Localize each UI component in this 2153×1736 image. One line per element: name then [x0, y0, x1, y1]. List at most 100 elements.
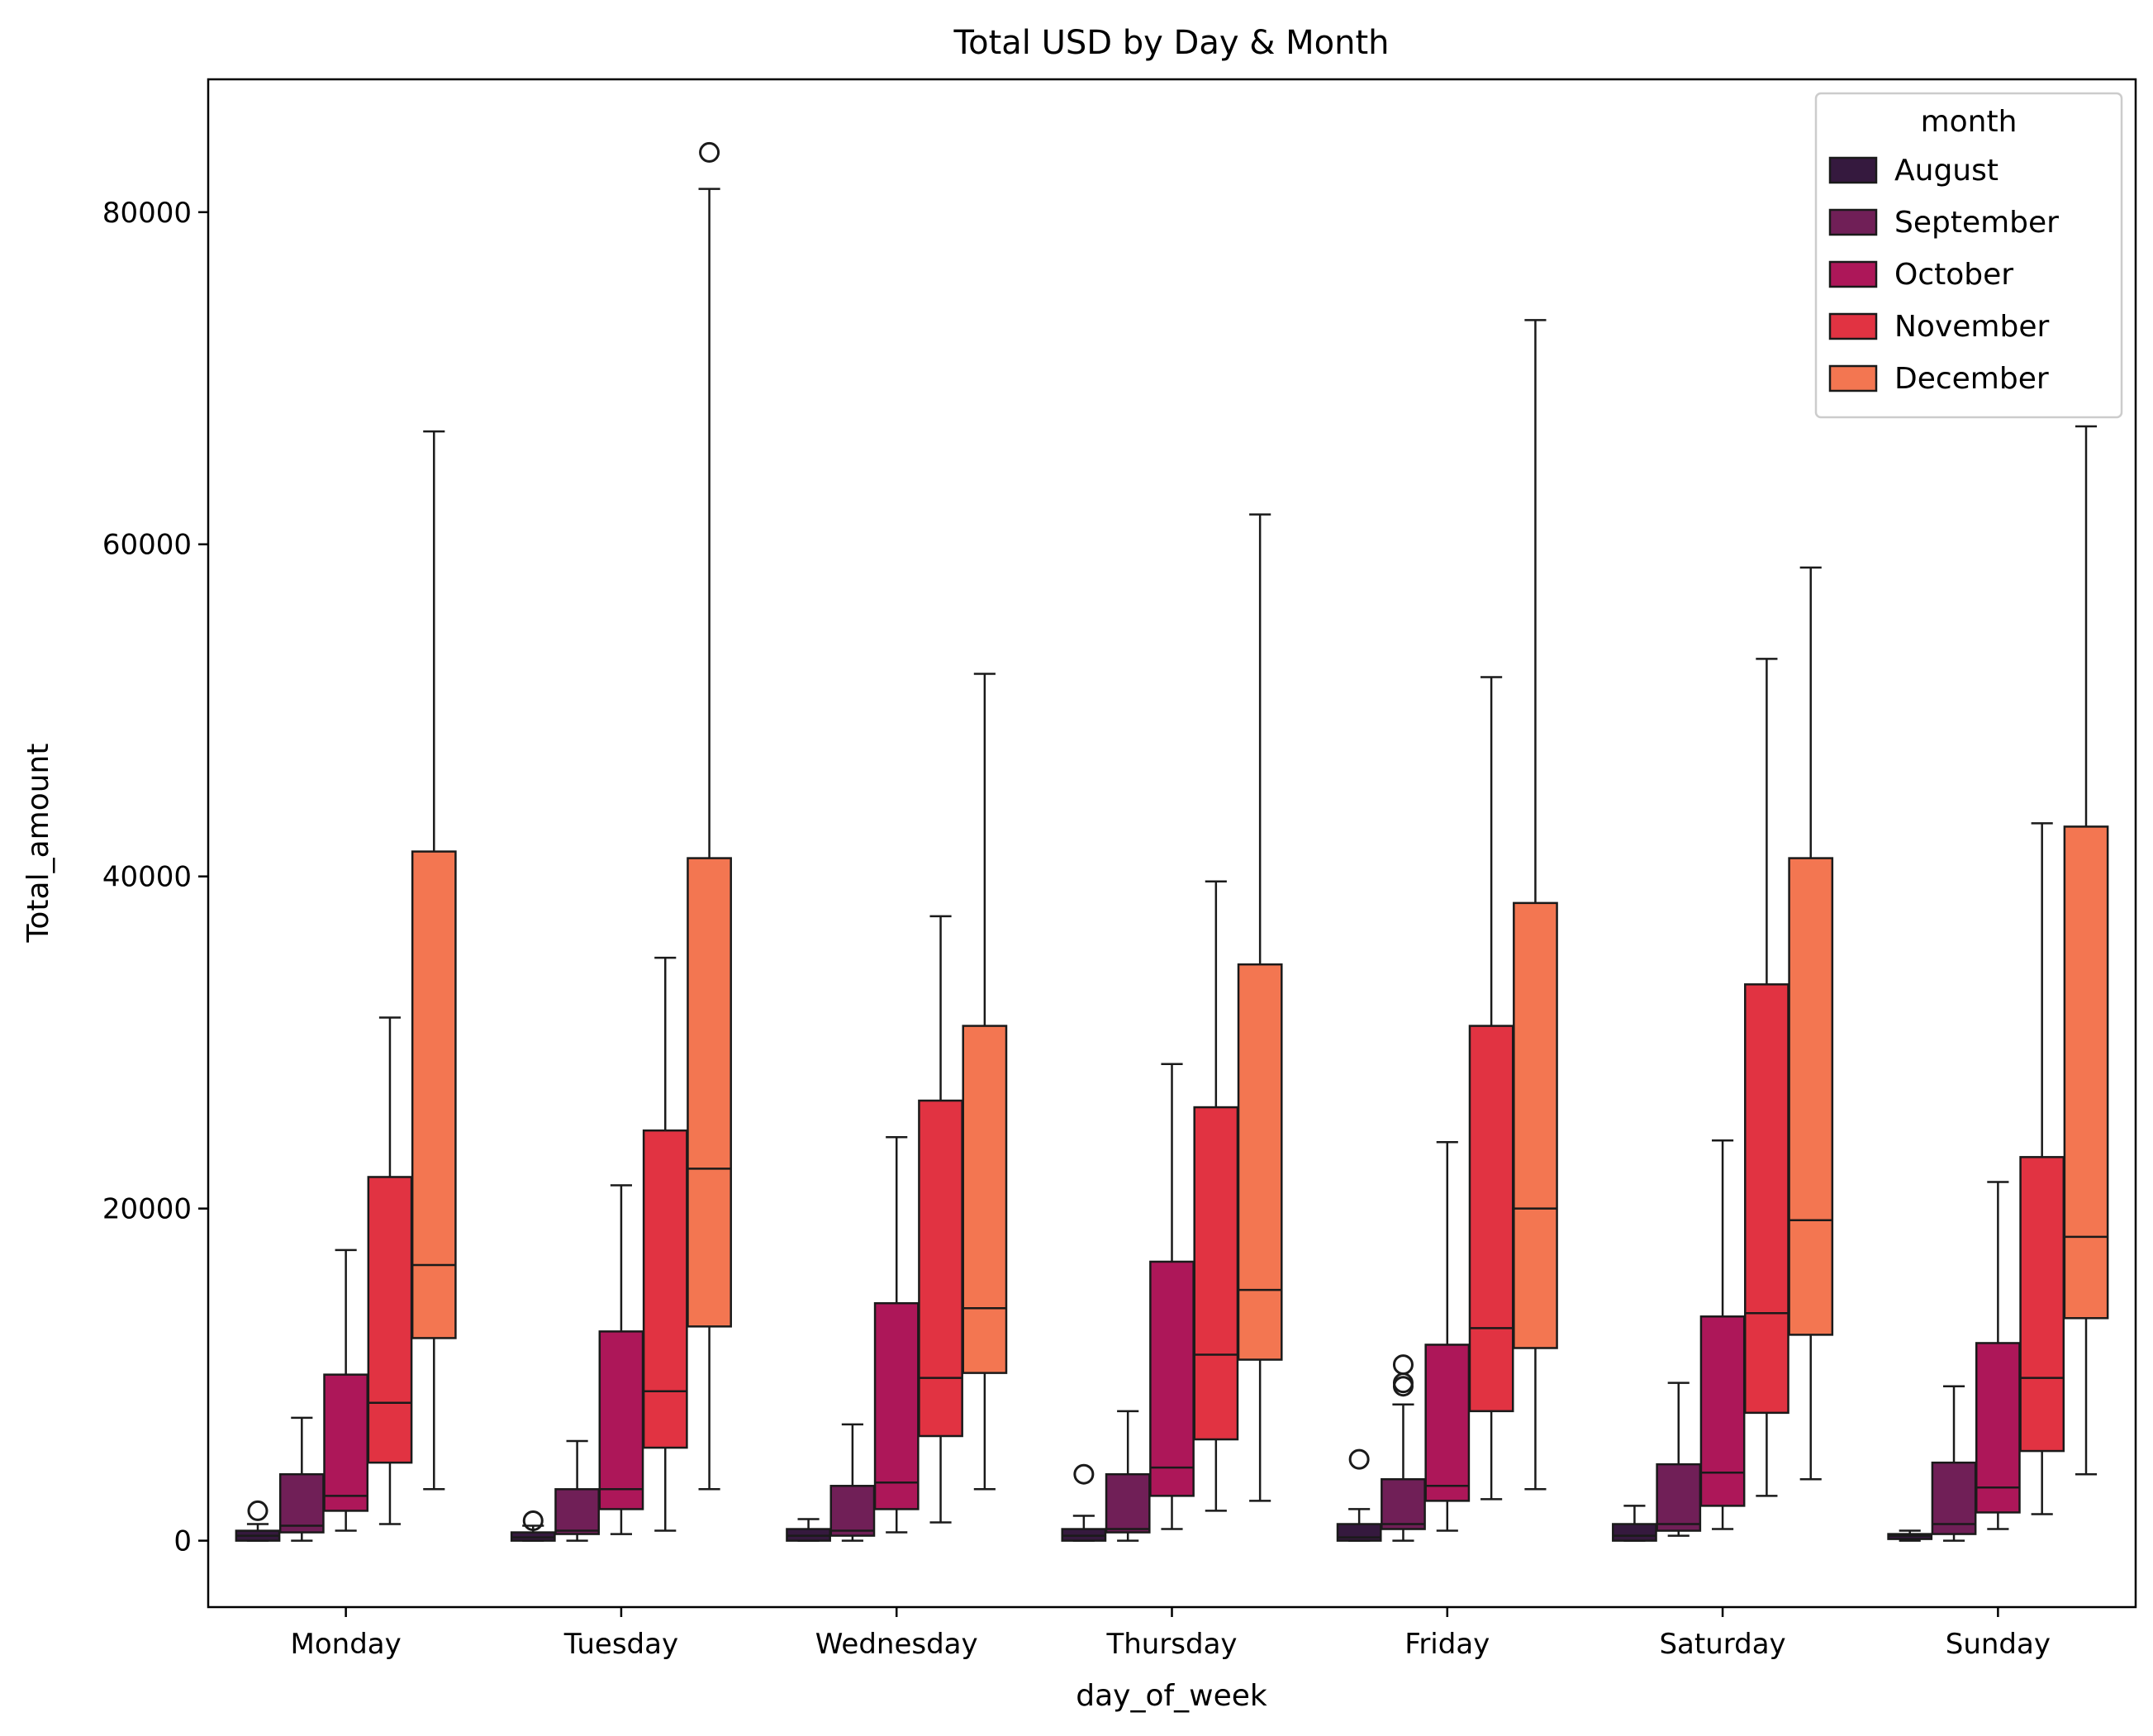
- box-september: [1381, 1354, 1426, 1542]
- box-december: [962, 673, 1008, 1491]
- legend-frame: [1814, 92, 2123, 419]
- box-november: [367, 1016, 413, 1525]
- legend-swatch: [1828, 208, 1878, 236]
- box-body: [1656, 1463, 1702, 1532]
- box-september: [1105, 1410, 1151, 1542]
- box-august: [510, 1510, 556, 1542]
- box-november: [1468, 676, 1514, 1501]
- box-september: [278, 1416, 325, 1542]
- box-body: [1975, 1342, 2021, 1514]
- box-october: [1149, 1063, 1195, 1530]
- box-body: [1699, 1315, 1746, 1507]
- box-september: [554, 1439, 600, 1542]
- box-body: [367, 1176, 413, 1464]
- box-body: [1381, 1477, 1426, 1530]
- box-flier: [247, 1500, 269, 1521]
- box-body: [1612, 1523, 1657, 1542]
- box-december: [1513, 319, 1558, 1491]
- chart-title: Total USD by Day & Month: [953, 24, 1389, 62]
- box-october: [323, 1248, 369, 1532]
- legend: month August September October November Decem…: [1814, 92, 2123, 419]
- legend-swatch: [1828, 260, 1878, 288]
- box-august: [235, 1500, 281, 1542]
- legend-swatch: [1828, 156, 1878, 184]
- box-body: [598, 1330, 644, 1510]
- y-tick-label: 80000: [102, 197, 192, 230]
- legend-swatch: [1828, 364, 1878, 392]
- box-body: [1468, 1025, 1514, 1413]
- box-body: [1193, 1106, 1239, 1441]
- legend-title: month: [1921, 105, 2018, 139]
- x-axis: Monday Tuesday Wednesday Thursday Friday Satu…: [291, 1607, 2051, 1661]
- box-september: [1931, 1385, 1977, 1542]
- legend-label: November: [1894, 310, 2049, 344]
- box-october: [873, 1135, 920, 1534]
- box-body: [323, 1373, 369, 1512]
- box-body: [411, 850, 457, 1339]
- box-flier: [1392, 1354, 1414, 1376]
- box-body: [829, 1485, 876, 1537]
- box-body: [1931, 1461, 1977, 1535]
- box-body: [1149, 1260, 1195, 1497]
- legend-label: October: [1894, 258, 2013, 292]
- box-august: [1336, 1448, 1382, 1542]
- x-tick-label: Saturday: [1659, 1628, 1785, 1661]
- box-august: [1887, 1529, 1933, 1542]
- box-body: [1237, 963, 1283, 1361]
- box-november: [1193, 880, 1239, 1512]
- box-body: [278, 1472, 325, 1534]
- box-august: [786, 1518, 831, 1542]
- box-september: [1656, 1382, 1702, 1537]
- box-body: [1788, 857, 1834, 1336]
- y-axis: 0 20000 40000 60000 80000: [102, 197, 208, 1558]
- box-flier: [1073, 1463, 1095, 1485]
- box-november: [642, 956, 688, 1532]
- box-december: [1237, 513, 1283, 1502]
- y-tick-label: 60000: [102, 529, 192, 562]
- plot-area: [235, 141, 2109, 1542]
- box-december: [1788, 566, 1834, 1481]
- y-axis-label: Total_amount: [21, 744, 55, 944]
- box-body: [2019, 1156, 2065, 1453]
- x-tick-label: Thursday: [1105, 1628, 1237, 1661]
- x-tick-label: Monday: [291, 1628, 402, 1661]
- box-body: [687, 857, 732, 1328]
- box-body: [918, 1099, 963, 1438]
- x-tick-label: Friday: [1404, 1628, 1490, 1661]
- box-november: [1744, 658, 1789, 1497]
- box-august: [1061, 1463, 1107, 1542]
- x-axis-label: day_of_week: [1076, 1679, 1267, 1713]
- box-body: [1424, 1344, 1471, 1502]
- box-september: [829, 1423, 876, 1542]
- legend-swatch: [1828, 312, 1878, 340]
- x-tick-label: Sunday: [1946, 1628, 2051, 1661]
- box-december: [2063, 425, 2109, 1476]
- box-flier: [699, 141, 720, 163]
- box-body: [1513, 901, 1558, 1349]
- box-october: [598, 1184, 644, 1535]
- y-tick-label: 20000: [102, 1193, 192, 1226]
- box-november: [918, 915, 963, 1524]
- box-december: [411, 430, 457, 1491]
- box-august: [1612, 1505, 1657, 1542]
- box-body: [642, 1129, 688, 1449]
- box-december: [687, 141, 732, 1491]
- legend-label: September: [1894, 206, 2059, 240]
- box-flier: [522, 1510, 544, 1531]
- box-october: [1975, 1181, 2021, 1530]
- x-tick-label: Tuesday: [563, 1628, 678, 1661]
- box-body: [2063, 825, 2109, 1320]
- y-tick-label: 40000: [102, 861, 192, 894]
- box-body: [1105, 1472, 1151, 1534]
- y-tick-label: 0: [173, 1525, 192, 1558]
- box-body: [554, 1488, 600, 1535]
- box-body: [1744, 983, 1789, 1415]
- box-body: [962, 1025, 1008, 1374]
- legend-label: December: [1894, 362, 2049, 396]
- box-november: [2019, 822, 2065, 1515]
- box-body: [873, 1301, 920, 1510]
- box-flier: [1348, 1448, 1370, 1470]
- box-october: [1699, 1139, 1746, 1530]
- x-tick-label: Wednesday: [815, 1628, 978, 1661]
